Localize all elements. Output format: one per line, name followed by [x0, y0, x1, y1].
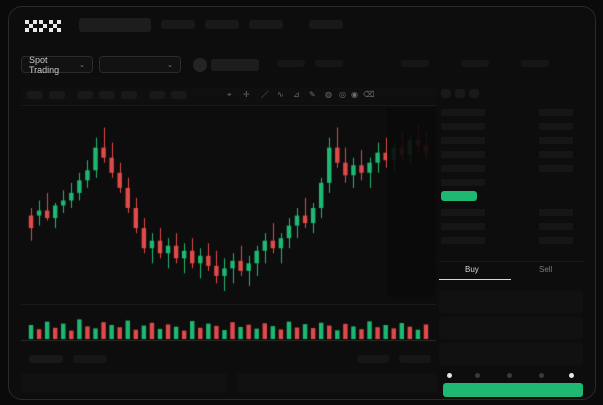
stat-block-3 [461, 60, 489, 67]
nav-item-0[interactable] [161, 20, 195, 29]
tab-buy[interactable]: Buy [465, 265, 479, 274]
stat-block-0 [277, 60, 305, 67]
order-form-field-0[interactable] [439, 291, 583, 313]
orderbook-row[interactable] [441, 237, 485, 244]
orderbook-row[interactable] [539, 209, 573, 216]
chart-bottom-tab-1[interactable] [73, 355, 107, 363]
app-window: Spot Trading ⌄ ⌄ ⌖ ✛ ／ ∿ ⊿ ✎ ◍ ◎ ◉ ⌫ [8, 6, 596, 400]
nav-item-3[interactable] [309, 20, 343, 29]
timeframe-5[interactable] [149, 91, 165, 99]
bottom-panel-right[interactable] [237, 373, 437, 393]
wave-icon[interactable]: ∿ [277, 90, 284, 99]
orderbook-row[interactable] [441, 151, 485, 158]
orderbook-row[interactable] [441, 109, 485, 116]
timeframe-3[interactable] [99, 91, 115, 99]
orderbook-row[interactable] [539, 151, 573, 158]
search-input[interactable] [79, 18, 151, 32]
market-type-label: Spot Trading [29, 54, 60, 75]
stat-block-2 [401, 60, 429, 67]
crosshair-icon[interactable]: ✛ [243, 90, 250, 99]
orderbook-tab-both-icon[interactable] [441, 89, 451, 98]
pagination-dot-1[interactable] [475, 373, 480, 378]
tab-active-underline [439, 279, 511, 280]
order-form-field-1[interactable] [439, 317, 583, 339]
pagination-dot-3[interactable] [539, 373, 544, 378]
orderbook-tab-bids-icon[interactable] [455, 89, 465, 98]
chart-overlay-smear [387, 107, 436, 297]
stat-block-1 [315, 60, 343, 67]
nav-item-1[interactable] [205, 20, 239, 29]
orderbook-row[interactable] [441, 123, 485, 130]
orderbook-row[interactable] [539, 165, 573, 172]
okx-logo-icon[interactable] [25, 19, 69, 33]
pair-selector[interactable]: ⌄ [99, 56, 181, 73]
text-icon[interactable]: ◍ [325, 90, 332, 99]
pagination-dot-0[interactable] [447, 373, 452, 378]
orderbook-row[interactable] [539, 237, 573, 244]
timeframe-6[interactable] [171, 91, 187, 99]
orderbook-row[interactable] [441, 137, 485, 144]
orderbook-row[interactable] [539, 123, 573, 130]
chart-bottom-tab-right-1[interactable] [399, 355, 431, 363]
chart-bottom-tab-right-0[interactable] [357, 355, 389, 363]
orderbook-row[interactable] [441, 179, 485, 186]
buy-submit-button[interactable] [443, 383, 583, 397]
orderbook-price-highlight [441, 191, 477, 201]
trash-icon[interactable]: ⌫ [363, 90, 375, 99]
orderbook-tab-asks-icon[interactable] [469, 89, 479, 98]
right-column: Buy Sell [439, 85, 583, 395]
orderbook-row[interactable] [441, 223, 485, 230]
ruler-icon[interactable]: ⊿ [293, 90, 300, 99]
chart-toolbar: ⌖ ✛ ／ ∿ ⊿ ✎ ◍ ◎ ◉ ⌫ [21, 87, 436, 103]
bottom-panel-left[interactable] [21, 373, 227, 393]
timeframe-0[interactable] [27, 91, 43, 99]
chevron-down-icon: ⌄ [167, 61, 173, 69]
chart-bottom-tab-0[interactable] [29, 355, 63, 363]
trade-tabs-divider [439, 261, 583, 262]
top-bar [9, 7, 595, 43]
order-form-field-2[interactable] [439, 343, 583, 365]
toolbar-divider [21, 105, 436, 106]
trendline-icon[interactable]: ／ [261, 90, 269, 99]
brush-icon[interactable]: ✎ [309, 90, 316, 99]
orderbook-row[interactable] [441, 165, 485, 172]
volume-chart [21, 307, 436, 347]
nav-item-2[interactable] [249, 20, 283, 29]
pair-price-block [211, 59, 259, 71]
cursor-icon[interactable]: ⌖ [227, 90, 232, 99]
timeframe-2[interactable] [77, 91, 93, 99]
orderbook-row[interactable] [539, 109, 573, 116]
orderbook-row[interactable] [441, 209, 485, 216]
pagination-dot-4[interactable] [569, 373, 574, 378]
candlestick-chart[interactable] [21, 107, 436, 303]
pagination-dot-2[interactable] [507, 373, 512, 378]
market-type-selector[interactable]: Spot Trading ⌄ [21, 54, 93, 75]
eye-icon[interactable]: ◉ [351, 90, 358, 99]
sub-bar: Spot Trading ⌄ ⌄ [9, 43, 595, 85]
orderbook-row[interactable] [539, 137, 573, 144]
chart-volume-divider [21, 304, 436, 305]
timeframe-4[interactable] [121, 91, 137, 99]
chevron-down-icon: ⌄ [79, 61, 85, 69]
stat-block-4 [521, 60, 549, 67]
magnet-icon[interactable]: ◎ [339, 90, 346, 99]
pair-avatar-icon [193, 58, 207, 72]
tab-sell[interactable]: Sell [539, 265, 553, 274]
timeframe-1[interactable] [49, 91, 65, 99]
orderbook-row[interactable] [539, 223, 573, 230]
